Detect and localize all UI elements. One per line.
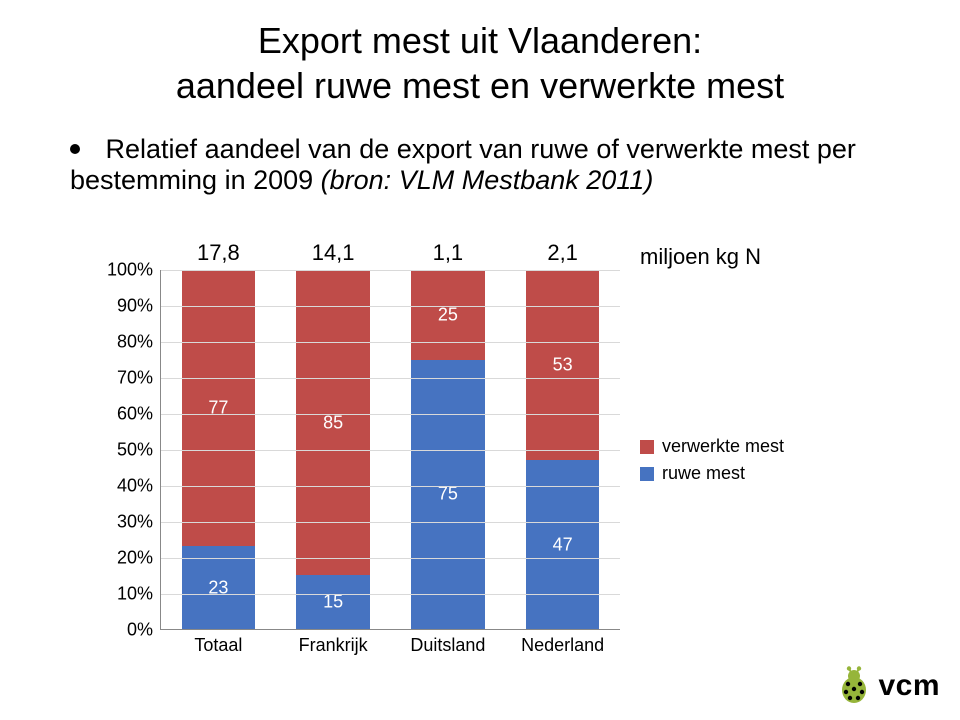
gridline bbox=[161, 378, 620, 379]
gridline bbox=[161, 450, 620, 451]
title-line-1: Export mest uit Vlaanderen: bbox=[0, 18, 960, 63]
bar-segment: 75 bbox=[411, 360, 484, 629]
bar-segment: 85 bbox=[296, 270, 369, 575]
slide: Export mest uit Vlaanderen: aandeel ruwe… bbox=[0, 0, 960, 720]
y-tick-label: 60% bbox=[93, 404, 153, 425]
chart: 17,8 23 77 Totaal 14,1 15 85 Frankrijk 1,1 75 25 Du… bbox=[80, 240, 860, 670]
bar-segment: 77 bbox=[182, 270, 255, 546]
y-tick-label: 90% bbox=[93, 296, 153, 317]
legend-item: verwerkte mest bbox=[640, 436, 784, 457]
gridline bbox=[161, 522, 620, 523]
bar-segment-label: 75 bbox=[411, 484, 484, 505]
x-tick-label: Frankrijk bbox=[276, 629, 391, 656]
x-tick-label: Nederland bbox=[505, 629, 620, 656]
y-tick-label: 20% bbox=[93, 548, 153, 569]
bar-top-label: 1,1 bbox=[411, 240, 484, 270]
gridline bbox=[161, 594, 620, 595]
bar-segment-label: 25 bbox=[411, 304, 484, 325]
bar-segment-label: 85 bbox=[296, 412, 369, 433]
gridline bbox=[161, 306, 620, 307]
legend-label: verwerkte mest bbox=[662, 436, 784, 457]
bar-segment-label: 77 bbox=[182, 398, 255, 419]
gridline bbox=[161, 342, 620, 343]
y-tick-label: 80% bbox=[93, 332, 153, 353]
bar-segment-label: 53 bbox=[526, 355, 599, 376]
y-tick-label: 0% bbox=[93, 620, 153, 641]
bar-segment: 15 bbox=[296, 575, 369, 629]
bullet-line: Relatief aandeel van de export van ruwe … bbox=[70, 134, 960, 196]
bullet-source: (bron: VLM Mestbank 2011) bbox=[321, 165, 654, 195]
gridline bbox=[161, 270, 620, 271]
legend-label: ruwe mest bbox=[662, 463, 745, 484]
legend: verwerkte mest ruwe mest bbox=[640, 430, 784, 490]
plot-area: 17,82377Totaal14,11585Frankrijk1,17525Du… bbox=[160, 270, 620, 630]
y-tick-label: 70% bbox=[93, 368, 153, 389]
logo-text: vcm bbox=[878, 669, 940, 703]
logo: vcm bbox=[832, 666, 940, 706]
bar-segment-label: 47 bbox=[526, 534, 599, 555]
x-tick-label: Totaal bbox=[161, 629, 276, 656]
bullet-icon bbox=[70, 144, 80, 154]
legend-swatch bbox=[640, 467, 654, 481]
bar-segment: 25 bbox=[411, 270, 484, 360]
y-tick-label: 40% bbox=[93, 476, 153, 497]
gridline bbox=[161, 414, 620, 415]
legend-item: ruwe mest bbox=[640, 463, 784, 484]
y-tick-label: 10% bbox=[93, 584, 153, 605]
bar-top-label: 14,1 bbox=[296, 240, 369, 270]
slide-title: Export mest uit Vlaanderen: aandeel ruwe… bbox=[0, 0, 960, 108]
x-tick-label: Duitsland bbox=[391, 629, 506, 656]
bar-top-label: 2,1 bbox=[526, 240, 599, 270]
y-tick-label: 30% bbox=[93, 512, 153, 533]
legend-swatch bbox=[640, 440, 654, 454]
bar-top-label: 17,8 bbox=[182, 240, 255, 270]
bar-segment-label: 23 bbox=[182, 577, 255, 598]
bug-icon bbox=[832, 666, 876, 706]
y-tick-label: 50% bbox=[93, 440, 153, 461]
title-line-2: aandeel ruwe mest en verwerkte mest bbox=[0, 63, 960, 108]
gridline bbox=[161, 558, 620, 559]
y-tick-label: 100% bbox=[93, 260, 153, 281]
bar-segment: 53 bbox=[526, 270, 599, 460]
gridline bbox=[161, 486, 620, 487]
unit-label: miljoen kg N bbox=[640, 244, 761, 270]
